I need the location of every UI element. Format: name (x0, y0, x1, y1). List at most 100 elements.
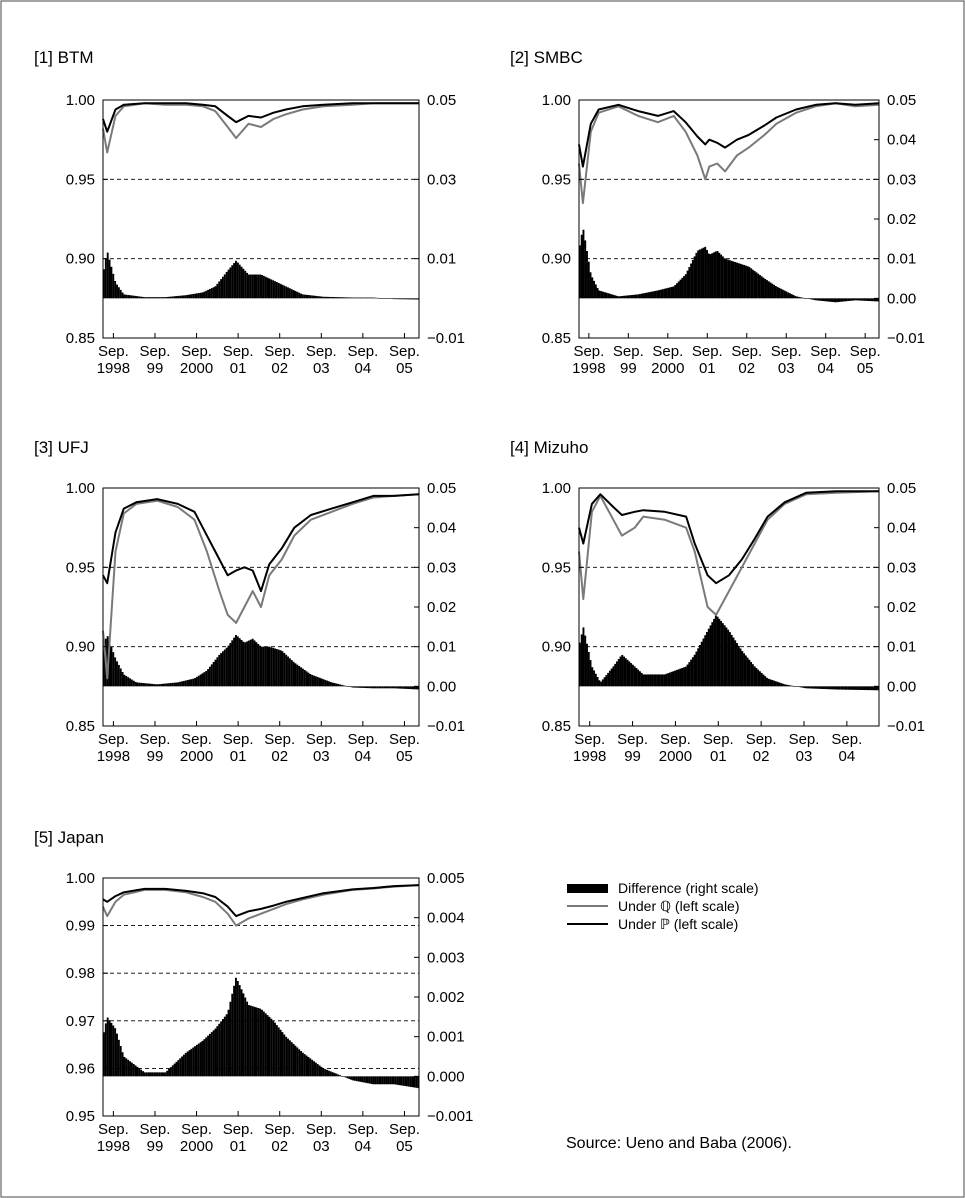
difference-bar (140, 296, 143, 299)
difference-bar (266, 646, 269, 687)
difference-bar (261, 274, 263, 299)
panel-title-btm: [1] BTM (34, 48, 94, 67)
difference-bar (637, 294, 640, 299)
difference-bar (385, 1076, 388, 1085)
series-line-under-p (102, 884, 420, 918)
difference-bar (718, 252, 721, 299)
difference-bar (220, 1021, 223, 1077)
difference-bar (854, 686, 857, 690)
x-tick-label: Sep. (703, 731, 734, 748)
difference-bar (677, 669, 680, 687)
difference-bar (192, 678, 195, 687)
difference-bar (672, 286, 675, 299)
difference-bar (329, 296, 332, 299)
difference-bar (197, 293, 200, 299)
difference-bar (845, 298, 848, 302)
difference-bar (797, 686, 800, 687)
difference-bar (617, 296, 620, 299)
difference-bar (236, 636, 239, 687)
difference-bar (240, 639, 243, 687)
difference-bar (578, 245, 581, 299)
difference-bar (140, 1069, 143, 1077)
difference-bar (626, 659, 629, 687)
difference-bar (164, 683, 167, 687)
difference-bar (104, 258, 107, 299)
difference-bar (225, 647, 228, 687)
difference-bar (834, 298, 837, 303)
difference-bar (182, 680, 185, 687)
difference-bar (352, 1076, 355, 1081)
x-tick-label: Sep. (223, 731, 254, 748)
difference-bar (201, 1040, 204, 1077)
difference-bar (236, 262, 239, 299)
right-tick-label: −0.01 (427, 330, 465, 347)
difference-bar (764, 278, 767, 299)
difference-bar (248, 274, 250, 299)
difference-bar (207, 289, 210, 299)
difference-bar (112, 273, 115, 299)
difference-bar (322, 1068, 325, 1077)
difference-bar (166, 296, 169, 299)
left-tick-label: 0.90 (542, 251, 571, 268)
difference-bar (266, 277, 269, 299)
right-tick-label: −0.01 (887, 330, 925, 347)
difference-bar (656, 290, 659, 299)
difference-bar (311, 674, 314, 687)
x-tick-label: Sep. (306, 343, 337, 360)
difference-bar (584, 635, 587, 687)
difference-bar (376, 297, 379, 299)
difference-bar (624, 295, 627, 299)
difference-bar (707, 628, 710, 687)
difference-bar (811, 686, 814, 689)
difference-bar (335, 297, 338, 299)
right-tick-label: 0.04 (427, 520, 456, 537)
difference-bar (653, 291, 655, 299)
difference-bar (214, 1028, 217, 1077)
difference-bar (366, 297, 369, 299)
difference-bar (852, 298, 855, 301)
difference-bar (378, 297, 381, 299)
chart-panel-2: 1.00 0.95 0.90 0.85 0.05 0.04 0.03 0.02 0.01 0.00… (66, 480, 465, 765)
difference-bar (324, 1069, 327, 1077)
difference-bar (806, 686, 809, 689)
difference-bar (808, 298, 811, 300)
difference-bars (103, 977, 420, 1089)
difference-bar (257, 1008, 260, 1077)
difference-bar (840, 686, 843, 690)
difference-bar (238, 264, 241, 299)
x-tick-label: Sep. (223, 1121, 254, 1138)
difference-bar (683, 276, 685, 299)
difference-bar (803, 686, 805, 688)
difference-bar (737, 263, 740, 299)
right-tick-label: 0.05 (887, 480, 916, 497)
x-tick-label: 2000 (659, 748, 692, 765)
difference-bar (220, 279, 223, 299)
difference-bar (244, 642, 247, 687)
x-tick-label: 01 (230, 1138, 247, 1155)
x-tick-label: 01 (230, 748, 247, 765)
difference-bar (594, 673, 597, 687)
difference-bar (589, 660, 592, 687)
difference-bar (820, 298, 823, 301)
x-tick-label: Sep. (98, 731, 129, 748)
x-tick-label: 03 (313, 748, 330, 765)
difference-bar (781, 289, 784, 299)
difference-bar (285, 654, 288, 687)
difference-bar (396, 1076, 399, 1085)
right-tick-label: 0.00 (887, 290, 916, 307)
difference-bar (233, 985, 236, 1077)
difference-bar (348, 1076, 351, 1079)
panel-title-mizuho: [4] Mizuho (510, 438, 589, 457)
difference-bar (235, 977, 237, 1077)
difference-bar (221, 1019, 224, 1077)
difference-bar (212, 662, 215, 687)
x-tick-label: 05 (396, 1138, 413, 1155)
difference-bar (207, 1035, 210, 1077)
left-tick-label: 0.99 (66, 918, 95, 935)
difference-bar (785, 684, 788, 687)
difference-bar (363, 297, 366, 299)
difference-bar (173, 296, 176, 299)
difference-bar (700, 641, 703, 687)
difference-bar (391, 298, 394, 299)
difference-bar (413, 1076, 416, 1088)
